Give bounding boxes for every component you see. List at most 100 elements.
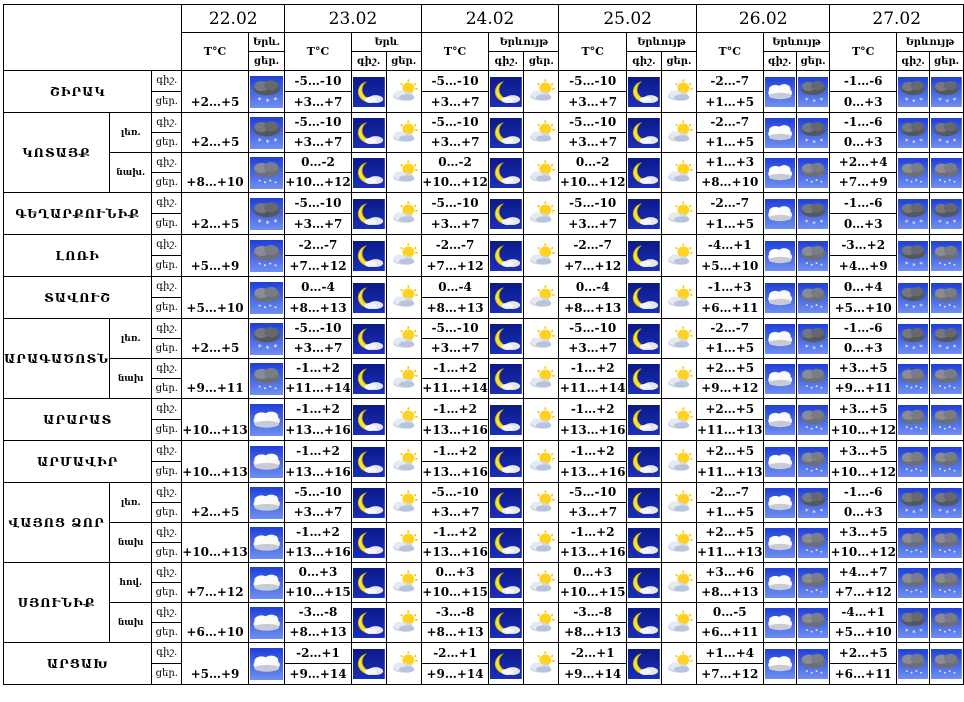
- snow-cloud-icon: * * *: [929, 70, 964, 113]
- sun-cloud-icon: [523, 318, 560, 359]
- temperature-cell: +5…+9: [181, 642, 249, 685]
- temperature-cell: -5…-10: [284, 482, 352, 503]
- temperature-cell: +10…+15: [284, 582, 352, 603]
- night-header: գիշ.: [350, 51, 387, 71]
- snow-cloud-icon: * * *: [895, 602, 931, 643]
- sun-cloud-icon: [523, 70, 560, 113]
- sun-cloud-icon: [660, 482, 697, 523]
- svg-text:*: *: [819, 217, 823, 226]
- temperature-cell: -5…-10: [420, 482, 490, 503]
- temperature-cell: +2…+5: [181, 112, 249, 153]
- temp-header: T°C: [695, 32, 764, 71]
- temperature-cell: -1…+2: [284, 398, 352, 420]
- moon-icon: [350, 562, 387, 603]
- temperature-cell: +10…+15: [558, 582, 627, 603]
- svg-text:*: *: [912, 260, 916, 269]
- night-header: գիշ.: [762, 51, 797, 71]
- cloud-icon: [762, 398, 797, 441]
- sun-cloud-icon: [385, 318, 422, 359]
- snow-cloud-icon: * * *: [895, 318, 931, 359]
- sun-cloud-icon: [523, 440, 560, 483]
- svg-text:*: *: [265, 97, 269, 106]
- moon-icon: [626, 192, 662, 235]
- day-label: ցեր.: [151, 622, 183, 643]
- sun-cloud-icon: [385, 562, 422, 603]
- phenomenon-header: Երև.: [247, 32, 286, 52]
- temperature-cell: -1…+2: [420, 358, 490, 379]
- rain-cloud-icon: [929, 642, 964, 685]
- moon-icon: [626, 440, 662, 483]
- table-row: նախ գիշ. +6…+10 -3…-8 -3…-8 -3…-8 0…-5 -4…+1 * * *: [4, 602, 964, 643]
- cloud-icon: [762, 318, 797, 359]
- temperature-cell: +2…+5: [695, 358, 764, 379]
- phenomenon-header: Երևույթ: [488, 32, 560, 52]
- snow-cloud-icon: * * *: [895, 482, 931, 523]
- temperature-cell: +5…+10: [829, 622, 897, 643]
- svg-text:*: *: [919, 506, 923, 515]
- svg-text:*: *: [912, 507, 916, 516]
- sun-cloud-icon: [660, 234, 697, 277]
- day-label: ցեր.: [151, 663, 183, 685]
- sun-cloud-icon: [660, 358, 697, 399]
- temperature-cell: +3…+7: [284, 91, 352, 113]
- table-row: ԱՐԱԳԱԾՈՏՆ լեռ. գիշ. +2…+5 * * * -5…-10 -5…-10 -5……: [2, 318, 964, 399]
- temperature-cell: +2…+5: [695, 440, 764, 462]
- sun-cloud-icon: [523, 642, 560, 685]
- snow-cloud-icon: * * *: [929, 482, 964, 523]
- sun-cloud-icon: [660, 522, 697, 563]
- svg-text:*: *: [265, 344, 269, 353]
- sun-cloud-icon: [523, 562, 560, 603]
- moon-icon: [626, 602, 662, 643]
- snow-cloud-icon: * * *: [929, 112, 964, 153]
- moon-icon: [488, 70, 525, 113]
- moon-icon: [626, 358, 662, 399]
- region-name: ԳԵՂԱՐՔՈՒՆԻՔ: [2, 192, 153, 235]
- temperature-cell: +8…+13: [420, 622, 490, 643]
- moon-icon: [626, 234, 662, 277]
- rain-cloud-icon: [929, 602, 964, 643]
- rain-cloud-icon: [929, 234, 964, 277]
- temperature-cell: -2…-7: [695, 192, 764, 214]
- temperature-cell: +11…+13: [695, 542, 764, 563]
- snow-cloud-icon: * * *: [895, 276, 931, 319]
- temperature-cell: +10…+12: [829, 419, 897, 441]
- temperature-cell: +13…+16: [420, 542, 490, 563]
- svg-text:*: *: [257, 137, 261, 146]
- day-label: ցեր.: [151, 582, 183, 603]
- moon-icon: [488, 112, 525, 153]
- rain-cloud-icon: [247, 358, 286, 399]
- subregion-name: նախ.: [109, 152, 153, 193]
- night-header: գիշ.: [626, 51, 662, 71]
- svg-text:*: *: [912, 137, 916, 146]
- day-label: ցեր.: [151, 338, 183, 359]
- temperature-cell: +11…+14: [284, 378, 352, 399]
- temperature-cell: +7…+9: [829, 172, 897, 193]
- moon-icon: [350, 522, 387, 563]
- snow-cloud-icon: * * *: [895, 234, 931, 277]
- temperature-cell: +1…+5: [695, 91, 764, 113]
- rain-cloud-icon: [795, 642, 831, 685]
- svg-text:*: *: [919, 301, 923, 310]
- temperature-cell: +10…+13: [181, 398, 249, 441]
- temperature-cell: -1…-6: [829, 318, 897, 339]
- temperature-cell: +7…+12: [420, 255, 490, 277]
- rain-cloud-icon: [929, 358, 964, 399]
- day-label: ցեր.: [151, 297, 183, 319]
- night-label: գիշ.: [151, 276, 183, 298]
- rain-cloud-icon: [795, 358, 831, 399]
- temp-header: T°C: [181, 32, 249, 71]
- snow-cloud-icon: * * *: [795, 482, 831, 523]
- temperature-cell: -1…+2: [284, 440, 352, 462]
- temperature-cell: 0…-4: [558, 276, 627, 298]
- temperature-cell: +9…+11: [181, 358, 249, 399]
- sun-cloud-icon: [385, 522, 422, 563]
- svg-text:*: *: [912, 96, 916, 105]
- day-label: ցեր.: [151, 172, 183, 193]
- svg-text:*: *: [812, 507, 816, 516]
- moon-icon: [350, 440, 387, 483]
- sun-cloud-icon: [523, 358, 560, 399]
- svg-text:*: *: [905, 626, 909, 635]
- temperature-cell: 0…+3: [829, 502, 897, 523]
- temperature-cell: 0…+3: [829, 338, 897, 359]
- svg-text:*: *: [946, 218, 950, 227]
